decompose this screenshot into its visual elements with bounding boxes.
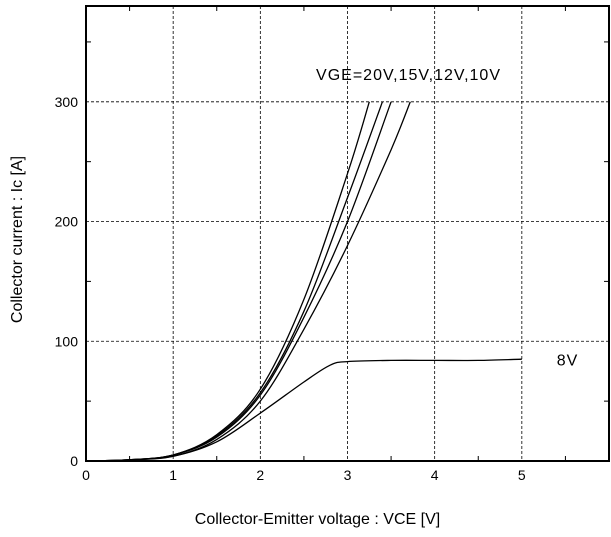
series-line-12v [85, 101, 392, 462]
x-tick-label: 3 [344, 467, 352, 483]
y-tick-labels: 0 100 200 300 [55, 94, 79, 469]
series-line-8v [85, 358, 522, 462]
series-line-15v [85, 101, 384, 462]
series-line-20v [85, 101, 370, 462]
x-tick-label: 5 [518, 467, 526, 483]
x-axis-title: Collector-Emitter voltage : VCE [V] [195, 511, 440, 528]
annotation-8v: 8V [557, 352, 579, 369]
annotation-vge-values: VGE=20V,15V,12V,10V [316, 67, 501, 84]
plot-frame [85, 5, 610, 462]
y-tick-label: 100 [55, 333, 79, 349]
x-tick-label: 2 [256, 467, 264, 483]
x-tick-label: 0 [82, 467, 90, 483]
x-tick-label: 1 [169, 467, 177, 483]
x-tick-labels: 0 1 2 3 4 5 [82, 467, 526, 483]
y-tick-label: 200 [55, 214, 79, 230]
grid-lines [86, 6, 609, 461]
y-tick-label: 300 [55, 94, 79, 110]
series-group [85, 101, 522, 462]
y-axis-title: Collector current : Ic [A] [9, 156, 26, 323]
x-tick-label: 4 [431, 467, 439, 483]
y-tick-label: 0 [70, 453, 78, 469]
